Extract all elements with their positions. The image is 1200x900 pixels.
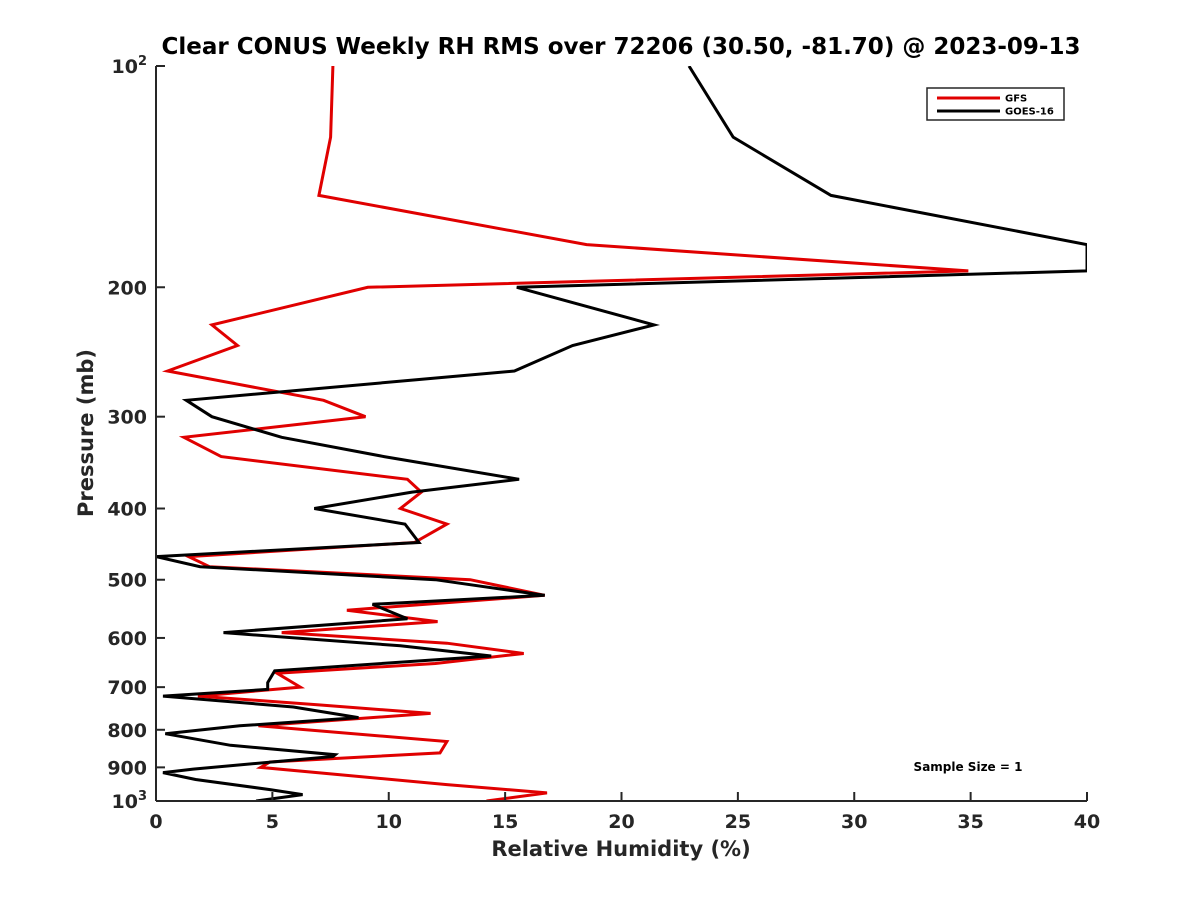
x-tick-label: 30 [841,811,867,833]
legend-label-goes-16: GOES-16 [1005,107,1054,118]
x-tick-label: 25 [725,811,751,833]
chart-title: Clear CONUS Weekly RH RMS over 72206 (30… [162,34,1081,60]
legend-label-gfs: GFS [1005,94,1027,105]
x-tick-label: 5 [266,811,279,833]
legend-box [926,87,1065,121]
y-tick-label: 600 [107,628,147,650]
y-tick-label: 102 [112,54,148,78]
y-tick-label: 400 [107,499,147,521]
x-tick-label: 35 [957,811,983,833]
plot-area [156,66,1087,801]
y-tick-label: 800 [107,720,147,742]
x-axis-ticks: 0 5 10 15 20 25 30 35 40 [149,792,1100,833]
series-line-goes-16 [156,66,1087,801]
y-tick-label: 500 [107,570,147,592]
y-tick-label: 103 [112,789,148,813]
x-tick-label: 40 [1074,811,1100,833]
legend: GFS GOES-16 [926,87,1065,121]
x-tick-label: 10 [376,811,402,833]
y-axis-ticks: 102 200 300 400 500 600 700 800 900 103 [107,54,165,813]
x-tick-label: 20 [608,811,634,833]
y-tick-label: 900 [107,757,147,779]
y-tick-label: 200 [107,277,147,299]
x-tick-label: 0 [149,811,162,833]
series-line-gfs [161,66,969,801]
x-axis-label: Relative Humidity (%) [491,837,750,861]
y-axis-label: Pressure (mb) [74,349,98,517]
y-tick-label: 700 [107,677,147,699]
axes [155,66,1087,802]
y-tick-label: 300 [107,407,147,429]
x-tick-label: 15 [492,811,518,833]
sample-size-annotation: Sample Size = 1 [914,760,1023,774]
